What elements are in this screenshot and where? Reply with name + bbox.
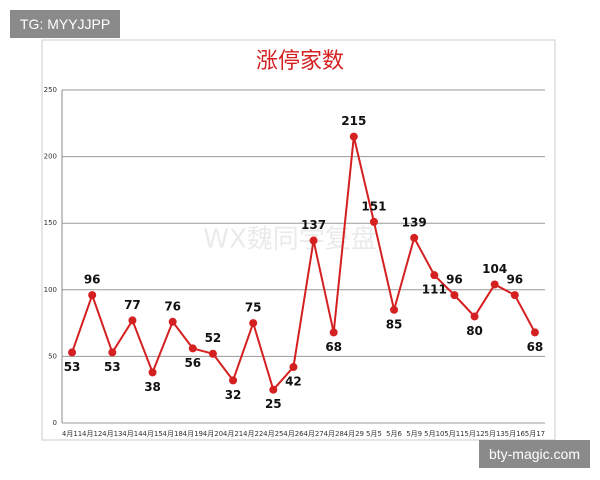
x-tick-label: 5月17 <box>525 430 545 438</box>
data-label: 111 <box>422 283 447 297</box>
data-label: 56 <box>184 356 201 370</box>
x-tick-label: 5月9 <box>406 430 422 438</box>
data-label: 96 <box>506 273 523 287</box>
x-tick-label: 4月13 <box>102 430 122 438</box>
y-tick-label: 100 <box>44 286 57 294</box>
x-tick-label: 4月11 <box>62 430 82 438</box>
x-tick-label: 4月20 <box>203 430 223 438</box>
y-tick-label: 0 <box>53 419 57 427</box>
data-point <box>168 317 177 326</box>
x-tick-label: 4月28 <box>324 430 344 438</box>
data-point <box>349 132 358 141</box>
data-label: 77 <box>124 298 141 312</box>
data-point <box>450 291 459 300</box>
data-point <box>289 363 298 372</box>
data-label: 139 <box>402 215 427 229</box>
x-tick-label: 4月25 <box>263 430 283 438</box>
data-label: 151 <box>361 199 386 213</box>
site-label: bty-magic.com <box>478 440 590 468</box>
data-label: 75 <box>245 301 262 315</box>
data-point <box>88 291 97 300</box>
data-point <box>470 312 479 321</box>
data-label: 68 <box>325 340 342 354</box>
data-point <box>410 233 419 242</box>
y-tick-label: 50 <box>48 352 57 360</box>
data-label: 53 <box>64 360 81 374</box>
data-point <box>108 348 117 357</box>
data-label: 85 <box>386 317 403 331</box>
data-point <box>68 348 77 357</box>
x-tick-label: 4月22 <box>243 430 263 438</box>
data-label: 38 <box>144 380 161 394</box>
data-label: 80 <box>466 324 483 338</box>
data-point <box>490 280 499 289</box>
data-point <box>530 328 539 337</box>
data-label: 96 <box>84 273 101 287</box>
data-point <box>430 271 439 280</box>
tag-label: TG: MYYJJPP <box>10 10 121 38</box>
x-tick-label: 4月26 <box>283 430 304 438</box>
x-tick-label: 4月19 <box>183 430 203 438</box>
x-tick-label: 4月27 <box>303 430 323 438</box>
data-point <box>369 217 378 226</box>
data-point <box>148 368 157 377</box>
data-point <box>128 316 137 325</box>
x-tick-label: 4月18 <box>163 430 183 438</box>
data-label: 137 <box>301 218 326 232</box>
watermark: WX魏同学复盘 <box>203 225 377 255</box>
data-label: 68 <box>527 340 544 354</box>
data-point <box>188 344 197 353</box>
chart-title: 涨停家数 <box>256 49 344 74</box>
data-point <box>269 385 278 394</box>
x-tick-label: 5月5 <box>366 430 382 438</box>
y-tick-label: 150 <box>44 219 57 227</box>
data-point <box>510 291 519 300</box>
x-tick-label: 4月15 <box>142 430 162 438</box>
y-tick-label: 250 <box>44 86 57 94</box>
data-point <box>208 349 217 358</box>
data-label: 42 <box>285 375 302 389</box>
x-tick-label: 5月16 <box>505 430 526 438</box>
data-point <box>229 376 238 385</box>
y-tick-label: 200 <box>44 153 57 161</box>
data-label: 104 <box>482 262 507 276</box>
x-tick-label: 4月29 <box>344 430 364 438</box>
data-label: 25 <box>265 397 282 411</box>
data-label: 52 <box>205 331 222 345</box>
x-tick-label: 5月6 <box>386 430 402 438</box>
data-label: 96 <box>446 273 463 287</box>
x-tick-label: 5月10 <box>424 430 444 438</box>
x-tick-label: 5月13 <box>485 430 505 438</box>
x-tick-label: 5月11 <box>444 430 464 438</box>
data-label: 215 <box>341 114 366 128</box>
data-line <box>71 136 536 392</box>
data-label: 76 <box>164 299 181 313</box>
data-label: 32 <box>225 388 242 402</box>
data-point <box>329 328 338 337</box>
x-tick-label: 4月14 <box>122 430 143 438</box>
chart-frame <box>41 39 556 441</box>
data-point <box>249 319 258 328</box>
data-label: 53 <box>104 360 121 374</box>
data-point <box>309 236 318 245</box>
x-tick-label: 5月12 <box>464 430 484 438</box>
data-point <box>390 305 399 314</box>
x-tick-label: 4月21 <box>223 430 243 438</box>
x-tick-label: 4月12 <box>82 430 102 438</box>
